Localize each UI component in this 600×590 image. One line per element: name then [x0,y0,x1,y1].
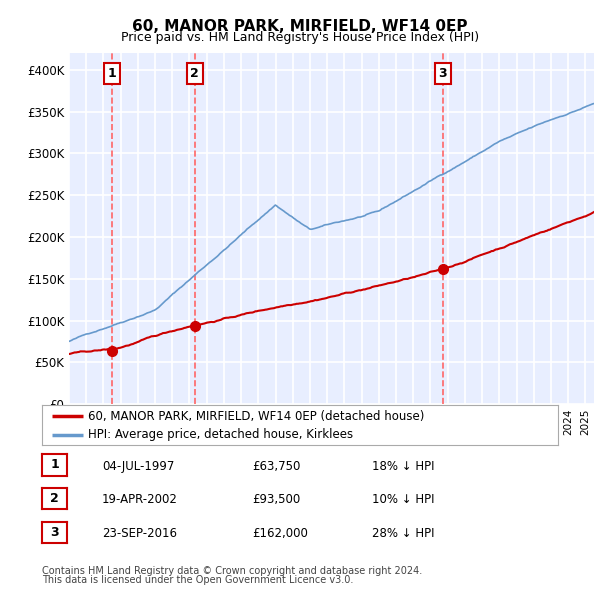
Text: 2: 2 [190,67,199,80]
Text: HPI: Average price, detached house, Kirklees: HPI: Average price, detached house, Kirk… [88,428,353,441]
Text: 60, MANOR PARK, MIRFIELD, WF14 0EP: 60, MANOR PARK, MIRFIELD, WF14 0EP [132,19,468,34]
Text: £93,500: £93,500 [252,493,300,506]
Text: 60, MANOR PARK, MIRFIELD, WF14 0EP (detached house): 60, MANOR PARK, MIRFIELD, WF14 0EP (deta… [88,409,425,422]
Text: 3: 3 [50,526,59,539]
Text: £63,750: £63,750 [252,460,301,473]
Text: 04-JUL-1997: 04-JUL-1997 [102,460,175,473]
Text: Contains HM Land Registry data © Crown copyright and database right 2024.: Contains HM Land Registry data © Crown c… [42,566,422,576]
Text: 10% ↓ HPI: 10% ↓ HPI [372,493,434,506]
Text: £162,000: £162,000 [252,527,308,540]
Text: 18% ↓ HPI: 18% ↓ HPI [372,460,434,473]
Text: 19-APR-2002: 19-APR-2002 [102,493,178,506]
Text: 2: 2 [50,492,59,505]
Text: This data is licensed under the Open Government Licence v3.0.: This data is licensed under the Open Gov… [42,575,353,585]
Text: 3: 3 [439,67,447,80]
Text: Price paid vs. HM Land Registry's House Price Index (HPI): Price paid vs. HM Land Registry's House … [121,31,479,44]
Text: 1: 1 [50,458,59,471]
Text: 23-SEP-2016: 23-SEP-2016 [102,527,177,540]
Text: 1: 1 [108,67,116,80]
Text: 28% ↓ HPI: 28% ↓ HPI [372,527,434,540]
